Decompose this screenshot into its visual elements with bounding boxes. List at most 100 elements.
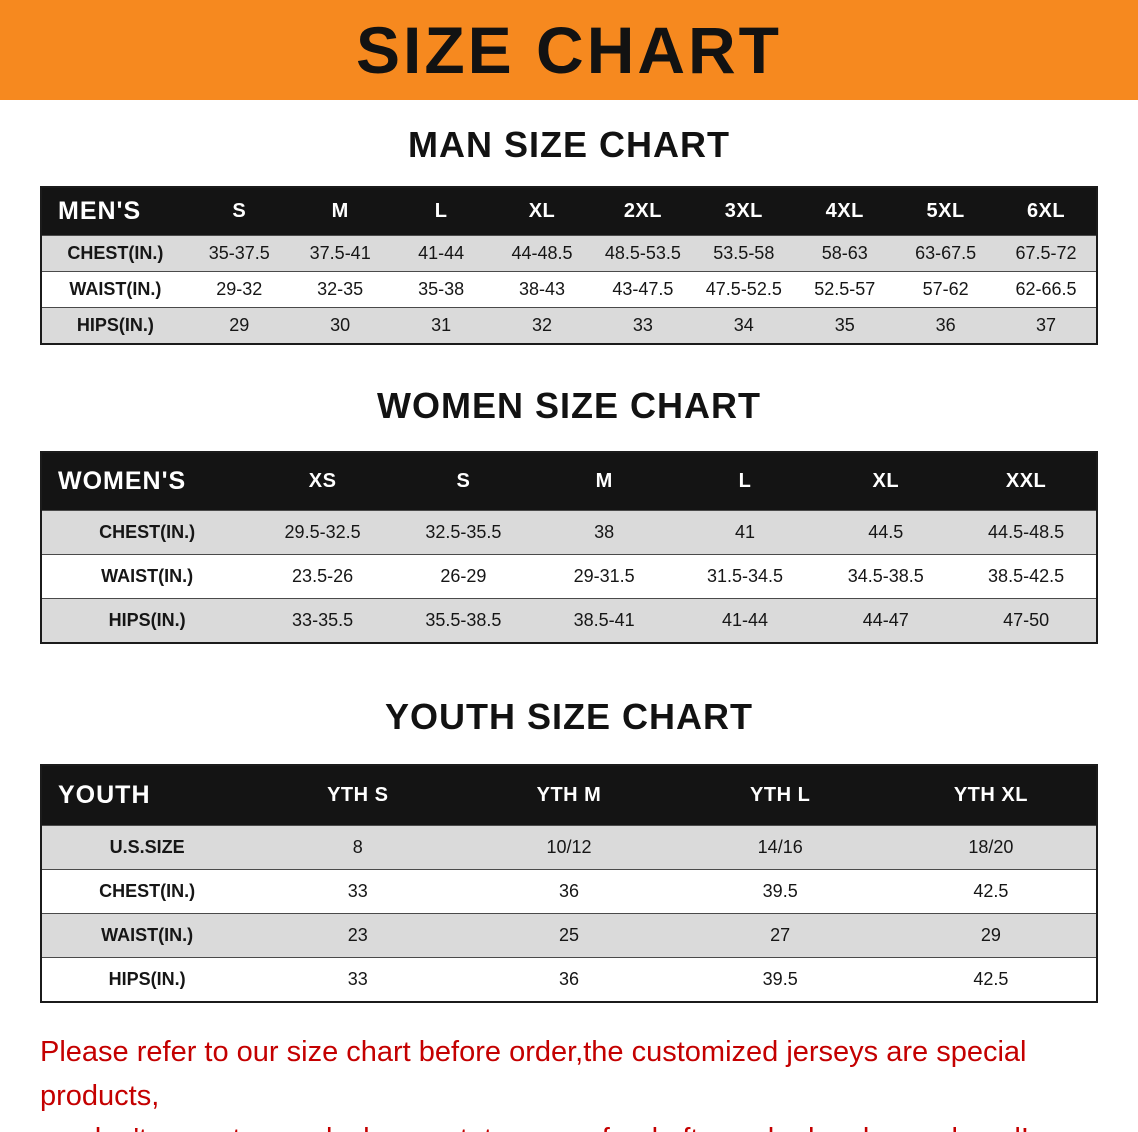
table-header-row: WOMEN'S XS S M L XL XXL bbox=[41, 452, 1097, 511]
size-column-header: 2XL bbox=[592, 187, 694, 236]
size-value: 27 bbox=[770, 925, 791, 945]
size-value: 35 bbox=[834, 315, 855, 335]
table-corner-label: MEN'S bbox=[41, 187, 189, 236]
table-row: WAIST(IN.) 29-32 32-35 35-38 38-43 43-47.5 47.… bbox=[41, 271, 1097, 308]
size-column-header: 4XL bbox=[794, 187, 896, 236]
size-value: 25 bbox=[558, 925, 579, 945]
size-value: 52.5-57 bbox=[814, 279, 876, 299]
size-value: 32.5-35.5 bbox=[425, 522, 502, 542]
size-value: 29.5-32.5 bbox=[284, 522, 361, 542]
size-value: 38.5-41 bbox=[573, 610, 635, 630]
size-value: 41 bbox=[734, 522, 755, 542]
notice-line-1: Please refer to our size chart before or… bbox=[40, 1036, 1027, 1112]
size-column-header: XL bbox=[815, 452, 957, 511]
size-value: 23.5-26 bbox=[292, 566, 354, 586]
size-value: 38.5-42.5 bbox=[988, 566, 1065, 586]
size-value: 43-47.5 bbox=[612, 279, 674, 299]
table-header-row: MEN'S S M L XL 2XL 3XL 4XL 5XL 6XL bbox=[41, 187, 1097, 236]
size-value: 35-37.5 bbox=[208, 243, 270, 263]
size-value: 36 bbox=[935, 315, 956, 335]
size-value: 31 bbox=[431, 315, 452, 335]
size-column-header: M bbox=[533, 452, 675, 511]
size-column-header: L bbox=[390, 187, 492, 236]
women-size-table: WOMEN'S XS S M L XL XXL CHEST(IN.) 29.5-32.5 32.5… bbox=[40, 451, 1098, 644]
page-title: SIZE CHART bbox=[356, 13, 782, 87]
size-value: 63-67.5 bbox=[915, 243, 977, 263]
size-value: 30 bbox=[330, 315, 351, 335]
size-value: 44.5-48.5 bbox=[988, 522, 1065, 542]
size-value: 36 bbox=[558, 881, 579, 901]
size-value: 10/12 bbox=[546, 837, 592, 857]
size-value: 44.5 bbox=[868, 522, 904, 542]
size-value: 29 bbox=[980, 925, 1001, 945]
size-value: 42.5 bbox=[973, 881, 1009, 901]
size-value: 33 bbox=[632, 315, 653, 335]
size-value: 18/20 bbox=[968, 837, 1014, 857]
size-value: 8 bbox=[352, 837, 363, 857]
size-value: 32 bbox=[531, 315, 553, 335]
size-value: 44-48.5 bbox=[511, 243, 573, 263]
men-section-heading: MAN SIZE CHART bbox=[408, 124, 730, 165]
measurement-row-label: CHEST(IN.) bbox=[67, 243, 164, 263]
size-value: 39.5 bbox=[762, 881, 798, 901]
men-size-section: MAN SIZE CHART MEN'S S M L XL 2XL 3XL 4XL 5XL 6XL… bbox=[0, 124, 1138, 345]
size-column-header: XS bbox=[252, 452, 393, 511]
measurement-row-label: WAIST(IN.) bbox=[101, 566, 194, 586]
size-value: 44-47 bbox=[862, 610, 909, 630]
size-column-header: S bbox=[188, 187, 290, 236]
size-value: 35.5-38.5 bbox=[425, 610, 502, 630]
size-value: 41-44 bbox=[721, 610, 768, 630]
size-value: 36 bbox=[558, 969, 579, 989]
size-column-header: L bbox=[674, 452, 816, 511]
size-column-header: XXL bbox=[956, 452, 1097, 511]
size-value: 31.5-34.5 bbox=[706, 566, 783, 586]
table-corner-label: YOUTH bbox=[41, 765, 253, 826]
size-value: 34.5-38.5 bbox=[847, 566, 924, 586]
women-size-section: WOMEN SIZE CHART WOMEN'S XS S M L XL XXL CHEST(… bbox=[0, 385, 1138, 644]
table-row: CHEST(IN.) 29.5-32.5 32.5-35.5 38 41 44.5 44.5… bbox=[41, 510, 1097, 555]
youth-size-section: YOUTH SIZE CHART YOUTH YTH S YTH M YTH L YTH… bbox=[0, 696, 1138, 1003]
size-value: 33-35.5 bbox=[292, 610, 354, 630]
size-value: 23 bbox=[347, 925, 368, 945]
measurement-row-label: CHEST(IN.) bbox=[99, 522, 196, 542]
size-column-header: 6XL bbox=[996, 187, 1097, 236]
women-section-heading: WOMEN SIZE CHART bbox=[377, 385, 761, 426]
measurement-row-label: HIPS(IN.) bbox=[76, 315, 154, 335]
table-row: WAIST(IN.) 23 25 27 29 bbox=[41, 913, 1097, 958]
size-column-header: S bbox=[392, 452, 534, 511]
size-column-header: 5XL bbox=[895, 187, 997, 236]
table-row: CHEST(IN.) 33 36 39.5 42.5 bbox=[41, 869, 1097, 914]
table-header-row: YOUTH YTH S YTH M YTH L YTH XL bbox=[41, 765, 1097, 826]
size-column-header: 3XL bbox=[693, 187, 795, 236]
youth-size-table: YOUTH YTH S YTH M YTH L YTH XL U.S.SIZE 8 10/12… bbox=[40, 764, 1098, 1003]
men-size-table: MEN'S S M L XL 2XL 3XL 4XL 5XL 6XL CHEST(IN.) 35-37… bbox=[40, 186, 1098, 345]
size-column-header: M bbox=[289, 187, 391, 236]
size-column-header: XL bbox=[491, 187, 593, 236]
size-value: 34 bbox=[733, 315, 754, 335]
size-value: 33 bbox=[347, 969, 368, 989]
size-value: 37.5-41 bbox=[309, 243, 371, 263]
measurement-row-label: HIPS(IN.) bbox=[108, 610, 186, 630]
size-value: 57-62 bbox=[922, 279, 969, 299]
table-row: HIPS(IN.) 33-35.5 35.5-38.5 38.5-41 41-44 44-… bbox=[41, 598, 1097, 643]
size-value: 62-66.5 bbox=[1015, 279, 1077, 299]
youth-section-heading: YOUTH SIZE CHART bbox=[384, 696, 753, 737]
table-corner-label: WOMEN'S bbox=[41, 452, 253, 511]
notice-line-2: we don't accept cancel, change, teturn o… bbox=[40, 1118, 1100, 1132]
table-row: WAIST(IN.) 23.5-26 26-29 29-31.5 31.5-34.5 34… bbox=[41, 554, 1097, 599]
size-value: 14/16 bbox=[757, 837, 803, 857]
table-row: HIPS(IN.) 29 30 31 32 33 34 35 36 37 bbox=[41, 307, 1097, 344]
size-value: 33 bbox=[347, 881, 368, 901]
size-value: 29-32 bbox=[216, 279, 263, 299]
size-value: 29 bbox=[229, 315, 250, 335]
size-value: 35-38 bbox=[418, 279, 465, 299]
size-value: 32-35 bbox=[317, 279, 364, 299]
size-value: 29-31.5 bbox=[573, 566, 635, 586]
size-value: 26-29 bbox=[440, 566, 487, 586]
measurement-row-label: WAIST(IN.) bbox=[69, 279, 162, 299]
measurement-row-label: CHEST(IN.) bbox=[99, 881, 196, 901]
table-row: CHEST(IN.) 35-37.5 37.5-41 41-44 44-48.5 48.5… bbox=[41, 235, 1097, 272]
size-value: 41-44 bbox=[418, 243, 465, 263]
size-value: 47-50 bbox=[1003, 610, 1050, 630]
